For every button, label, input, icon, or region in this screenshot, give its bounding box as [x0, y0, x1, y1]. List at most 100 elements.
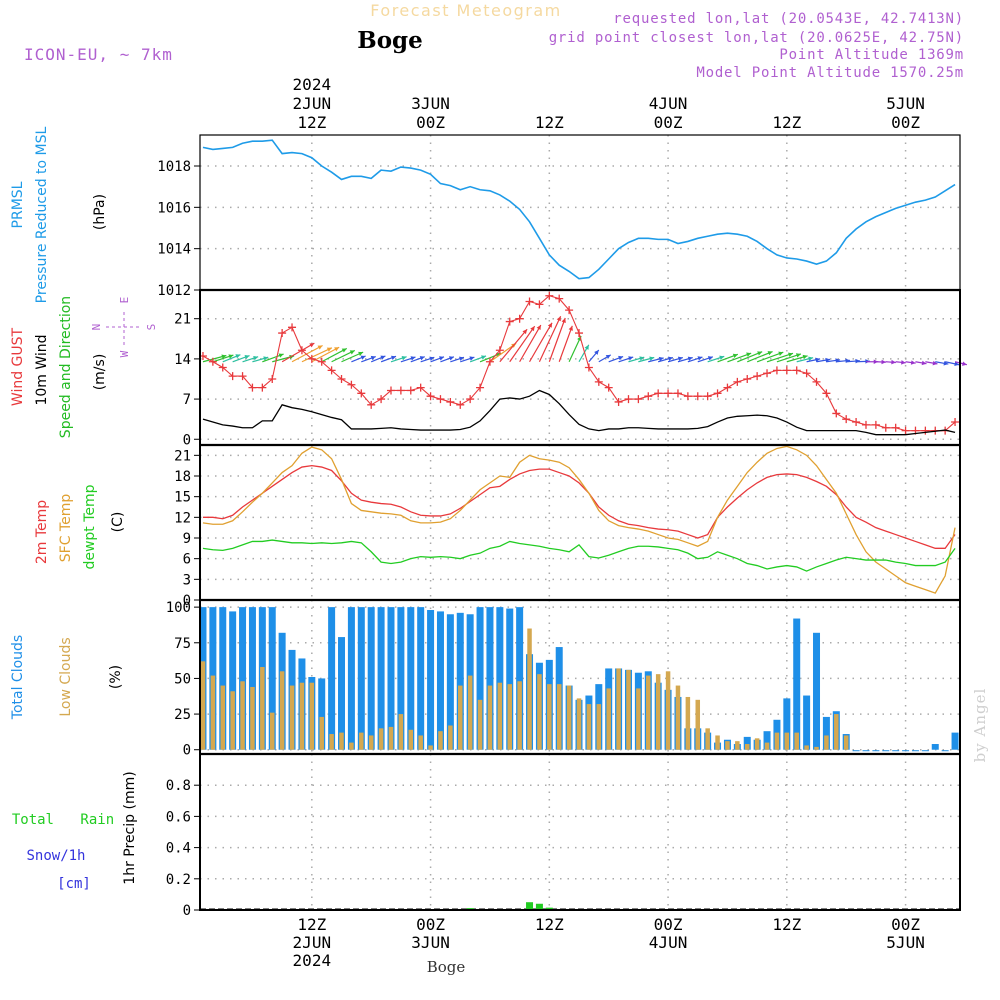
wind-arrow-head	[439, 356, 445, 361]
y-tick-label: 75	[174, 636, 191, 652]
gust-marker	[317, 357, 326, 366]
low-cloud-bar	[725, 741, 730, 750]
panel-frame	[199, 753, 961, 911]
gust-marker	[871, 420, 880, 429]
gust-marker	[248, 383, 257, 392]
low-cloud-bar	[784, 732, 790, 750]
gust-marker	[278, 329, 287, 338]
total-cloud-bar	[763, 731, 771, 750]
chart-title: Forecast Meteogram	[370, 1, 561, 20]
gust-marker	[594, 377, 603, 386]
y-tick-label: 14	[174, 352, 191, 368]
total-cloud-bar	[506, 608, 514, 750]
wind-arrow-head	[605, 354, 611, 360]
top-time-label: 00Z	[416, 113, 445, 132]
y-tick-label: 1016	[157, 200, 191, 216]
compass-e: E	[118, 297, 131, 304]
gust-marker	[901, 426, 910, 435]
gust-marker	[584, 363, 593, 372]
wind-arrow-head	[687, 356, 693, 361]
low-cloud-bar	[576, 698, 582, 750]
low-cloud-bar	[814, 746, 819, 750]
wind-arrow-head	[815, 357, 821, 363]
wind-direction-arrow	[519, 324, 542, 363]
wind-arrow-head	[278, 353, 284, 358]
sfc-temp-line	[202, 445, 956, 594]
low-cloud-bar	[695, 699, 701, 750]
gust-marker	[891, 423, 900, 432]
gust-label: Wind GUST	[10, 327, 26, 406]
gust-marker	[535, 300, 544, 309]
top-time-label: 12Z	[297, 113, 326, 132]
y-tick-label: 0.4	[166, 841, 191, 857]
top-time-label: 4JUN	[649, 94, 688, 113]
wind-arrow-head	[767, 351, 773, 356]
wind-arrow-head	[795, 353, 801, 358]
gust-marker	[307, 354, 316, 363]
bottom-time-label: 12Z	[535, 915, 564, 934]
clouds-unit: (%)	[108, 665, 124, 689]
low-cloud-bar	[388, 726, 394, 750]
top-time-label: 3JUN	[411, 94, 450, 113]
gust-marker	[357, 389, 366, 398]
gust-marker	[673, 389, 682, 398]
compass-rose: N S W E	[90, 297, 158, 358]
gust-marker	[782, 366, 791, 375]
wind-arrow-head	[697, 356, 703, 361]
wind-arrow-head	[228, 354, 234, 359]
wind-arrow-head	[746, 352, 752, 357]
wind-arrow-head	[707, 356, 713, 361]
top-time-label: 5JUN	[886, 94, 925, 113]
gust-marker	[466, 395, 475, 404]
total-cloud-bar	[496, 607, 504, 750]
wind-direction-arrow	[321, 347, 348, 363]
gust-marker	[545, 291, 554, 300]
wind-arrow-head	[326, 347, 332, 352]
total-cloud-bar	[219, 607, 227, 750]
bottom-time-label: 00Z	[416, 915, 445, 934]
gust-line	[202, 295, 956, 432]
wind-arrow-head	[556, 316, 561, 322]
wind-arrow-head	[932, 360, 938, 366]
low-cloud-bar	[418, 735, 423, 750]
y-tick-label: 9	[183, 531, 191, 547]
compass-s: S	[145, 324, 158, 331]
low-cloud-bar	[319, 716, 324, 750]
wind-direction-arrow	[499, 328, 528, 363]
y-tick-label: 0	[183, 593, 191, 609]
wind-direction-arrow	[538, 316, 562, 363]
low-cloud-bar	[665, 671, 671, 750]
low-cloud-bar	[556, 684, 562, 750]
gust-marker	[921, 426, 930, 435]
location-name: Boge	[357, 27, 423, 54]
y-tick-label: 0	[183, 432, 191, 448]
low-cloud-bar	[774, 732, 780, 750]
total-cloud-bar	[446, 614, 454, 750]
dewpt-line	[202, 539, 956, 572]
low-cloud-bar	[616, 668, 621, 750]
gust-marker	[881, 423, 890, 432]
compass-n: N	[90, 324, 103, 331]
bottom-time-label: 00Z	[891, 915, 920, 934]
low-cloud-bar	[309, 682, 315, 750]
low-cloud-bar	[705, 728, 710, 750]
pressure-label-short: PRMSL	[10, 181, 26, 228]
wind-direction-arrow	[568, 335, 582, 363]
total-cloud-bar	[328, 607, 336, 750]
wind-arrow-head	[429, 356, 435, 361]
wind-arrow-head	[561, 318, 566, 324]
y-tick-label: 6	[183, 552, 191, 568]
wind-arrow-head	[808, 356, 814, 361]
gust-marker	[446, 397, 455, 406]
gust-marker	[337, 374, 346, 383]
y-tick-label: 1012	[157, 283, 191, 299]
total-cloud-bar	[486, 607, 494, 750]
wind-arrow-head	[568, 325, 573, 331]
pressure-unit: (hPa)	[92, 194, 108, 230]
compass-cross	[106, 309, 142, 345]
total-cloud-bar	[377, 607, 385, 750]
y-tick-label: 15	[174, 490, 191, 506]
wind-arrow-head	[658, 356, 664, 362]
gust-marker	[861, 420, 870, 429]
wind-arrow-head	[522, 329, 528, 335]
